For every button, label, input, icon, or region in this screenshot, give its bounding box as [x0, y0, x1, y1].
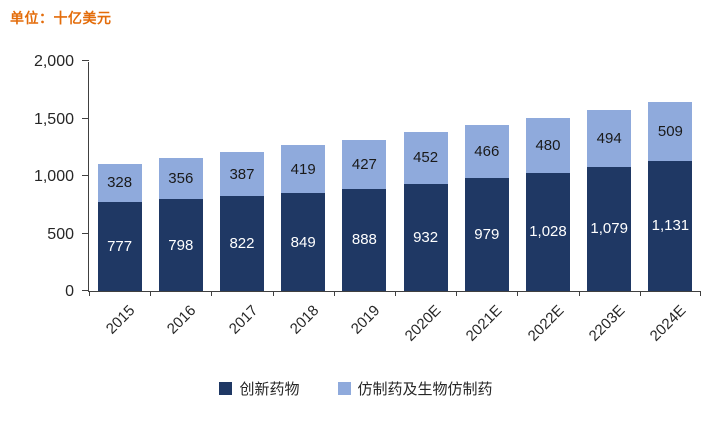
bar-value-label: 387	[229, 165, 255, 183]
bar-value-label: 822	[229, 235, 255, 253]
y-axis-label: 1,000	[33, 168, 74, 185]
bar-segment-innovative: 1,131	[648, 160, 693, 291]
y-axis: 0 500 1,000 1,500 2,000	[10, 53, 88, 300]
unit-label: 单位：十亿美元	[10, 10, 112, 26]
bar-segment-generics: 328	[97, 163, 142, 202]
bar-value-label: 932	[413, 228, 439, 246]
plot-area: 0 500 1,000 1,500 2,000 328 777 356 798 387 822 41…	[10, 53, 702, 300]
bar-group-2015: 328 777	[89, 163, 150, 291]
y-axis-label: 500	[47, 225, 74, 243]
bar-segment-innovative: 1,079	[587, 166, 632, 291]
bar-segment-generics: 387	[219, 151, 264, 197]
x-tick-mark	[333, 291, 335, 296]
bar-value-label: 452	[413, 149, 439, 167]
x-axis-label-2020E: 2020E	[401, 302, 445, 345]
bar-value-label: 427	[351, 155, 377, 173]
x-axis-label-2024E: 2024E	[646, 302, 690, 345]
bar-segment-innovative: 849	[281, 193, 326, 291]
bar-segment-generics: 427	[342, 139, 387, 189]
bar-value-label: 798	[168, 236, 194, 254]
legend-swatch	[337, 382, 351, 395]
x-tick-mark	[89, 291, 90, 296]
x-axis-labels: 2015 2016 2017 2018 2019 2020E 2021E 2022E 2203E…	[98, 292, 710, 364]
bar-group-2020E: 452 932	[395, 131, 456, 291]
legend-label: 仿制药及生物仿制药	[357, 381, 493, 398]
x-tick-mark	[395, 291, 396, 296]
bar-segment-innovative: 888	[342, 188, 387, 291]
bar-group-2016: 356 798	[150, 158, 211, 291]
bar-value-label: 1,131	[651, 217, 690, 235]
bar-value-label: 480	[535, 136, 561, 154]
y-tick-mark	[82, 117, 89, 119]
bar-segment-generics: 509	[648, 102, 693, 161]
bar-group-2017: 387 822	[211, 151, 272, 291]
legend-swatch	[219, 382, 233, 395]
bar-value-label: 849	[290, 233, 316, 251]
legend: 创新药物 仿制药及生物仿制药	[10, 378, 702, 399]
bar-segment-innovative: 798	[158, 199, 203, 291]
bar-segment-generics: 466	[464, 124, 509, 179]
x-tick-mark	[456, 291, 458, 296]
bar-value-label: 328	[107, 174, 133, 192]
bar-value-label: 777	[107, 237, 133, 255]
bar-segment-generics: 419	[281, 145, 326, 194]
bar-segment-generics: 480	[525, 117, 570, 173]
y-tick-mark	[82, 232, 89, 234]
x-tick-mark	[578, 291, 580, 296]
bar-group-2022E: 480 1,028	[517, 117, 578, 291]
bar-value-label: 494	[596, 130, 622, 148]
bar-segment-generics: 494	[587, 110, 632, 167]
bar-value-label: 1,079	[590, 220, 628, 238]
bar-value-label: 888	[351, 231, 377, 249]
bar-segment-innovative: 822	[219, 196, 264, 291]
y-tick-mark	[82, 290, 89, 291]
legend-item: 创新药物	[219, 378, 300, 399]
legend-label: 创新药物	[239, 381, 300, 398]
bar-group-2021E: 466 979	[456, 124, 517, 291]
bar-value-label: 356	[168, 170, 194, 188]
bar-segment-generics: 452	[403, 131, 448, 184]
x-axis-label-2015: 2015	[103, 302, 139, 338]
x-tick-mark	[272, 291, 274, 296]
legend-item: 仿制药及生物仿制药	[337, 378, 493, 399]
x-tick-mark	[517, 291, 519, 296]
bar-group-2018: 419 849	[273, 145, 334, 291]
bar-segment-innovative: 777	[97, 201, 142, 291]
x-axis-label-2016: 2016	[164, 302, 200, 338]
x-axis-label-2017: 2017	[225, 302, 262, 338]
bar-segment-innovative: 979	[464, 178, 509, 291]
bar-value-label: 979	[474, 226, 500, 244]
bar-group-2024E: 509 1,131	[640, 102, 701, 291]
x-tick-mark	[700, 291, 701, 296]
bar-value-label: 1,028	[529, 223, 567, 241]
y-axis-label: 0	[65, 283, 74, 300]
bar-value-label: 509	[657, 123, 683, 141]
bar-segment-generics: 356	[158, 158, 203, 200]
y-axis-label: 1,500	[33, 110, 74, 128]
y-axis-label: 2,000	[33, 53, 74, 70]
bar-value-label: 419	[290, 160, 316, 178]
x-axis-label-2018: 2018	[286, 302, 323, 338]
x-axis-label-2019: 2019	[347, 302, 384, 338]
y-tick-mark	[82, 175, 89, 176]
x-tick-mark	[211, 291, 213, 296]
x-tick-mark	[150, 291, 152, 296]
bar-segment-innovative: 1,028	[525, 172, 570, 291]
y-tick-mark	[82, 60, 89, 61]
x-axis-label-2203E: 2203E	[585, 302, 629, 345]
plot: 328 777 356 798 387 822 419 849 427 888 452 932 466 9…	[82, 60, 701, 296]
x-axis-label-2022E: 2022E	[524, 302, 568, 345]
bar-value-label: 466	[474, 143, 500, 161]
bar-segment-innovative: 932	[403, 183, 448, 291]
bar-group-2019: 427 888	[334, 139, 395, 291]
x-tick-mark	[639, 291, 641, 296]
x-axis-label-2021E: 2021E	[463, 302, 506, 345]
bar-group-2203E: 494 1,079	[579, 110, 640, 291]
